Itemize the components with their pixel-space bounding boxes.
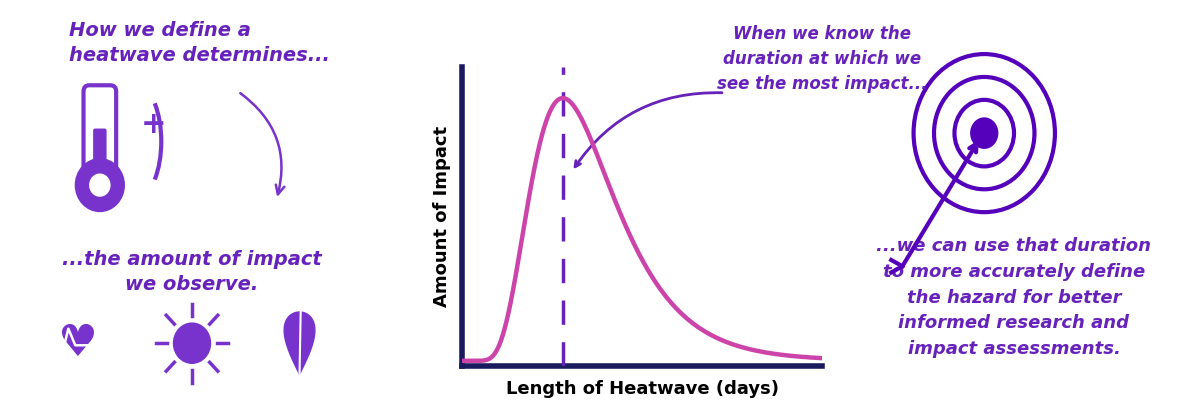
Circle shape	[913, 54, 1055, 212]
Circle shape	[970, 117, 998, 149]
Circle shape	[77, 160, 122, 210]
FancyArrowPatch shape	[240, 93, 284, 194]
Text: ...we can use that duration
to more accurately define
the hazard for better
info: ...we can use that duration to more accu…	[876, 237, 1152, 358]
Text: ...the amount of impact
we observe.: ...the amount of impact we observe.	[62, 250, 322, 294]
FancyBboxPatch shape	[84, 85, 116, 189]
Text: When we know the
duration at which we
see the most impact...: When we know the duration at which we se…	[716, 25, 928, 93]
Y-axis label: Amount of Impact: Amount of Impact	[433, 126, 451, 307]
Polygon shape	[284, 312, 314, 374]
FancyBboxPatch shape	[94, 129, 107, 183]
Circle shape	[173, 322, 211, 364]
X-axis label: Length of Heatwave (days): Length of Heatwave (days)	[505, 380, 779, 398]
Text: +: +	[140, 110, 167, 139]
Text: How we define a
heatwave determines...: How we define a heatwave determines...	[70, 21, 330, 65]
FancyArrowPatch shape	[904, 144, 977, 264]
Circle shape	[954, 100, 1014, 166]
Text: ♥: ♥	[56, 322, 97, 365]
Circle shape	[89, 173, 110, 197]
Circle shape	[934, 77, 1034, 189]
